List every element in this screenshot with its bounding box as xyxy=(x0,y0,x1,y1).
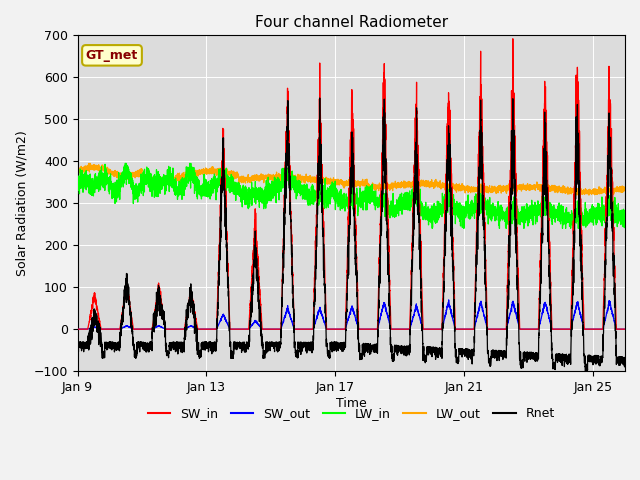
X-axis label: Time: Time xyxy=(336,396,367,409)
Title: Four channel Radiometer: Four channel Radiometer xyxy=(255,15,448,30)
Legend: SW_in, SW_out, LW_in, LW_out, Rnet: SW_in, SW_out, LW_in, LW_out, Rnet xyxy=(143,402,560,425)
Text: GT_met: GT_met xyxy=(86,49,138,62)
Y-axis label: Solar Radiation (W/m2): Solar Radiation (W/m2) xyxy=(15,131,28,276)
